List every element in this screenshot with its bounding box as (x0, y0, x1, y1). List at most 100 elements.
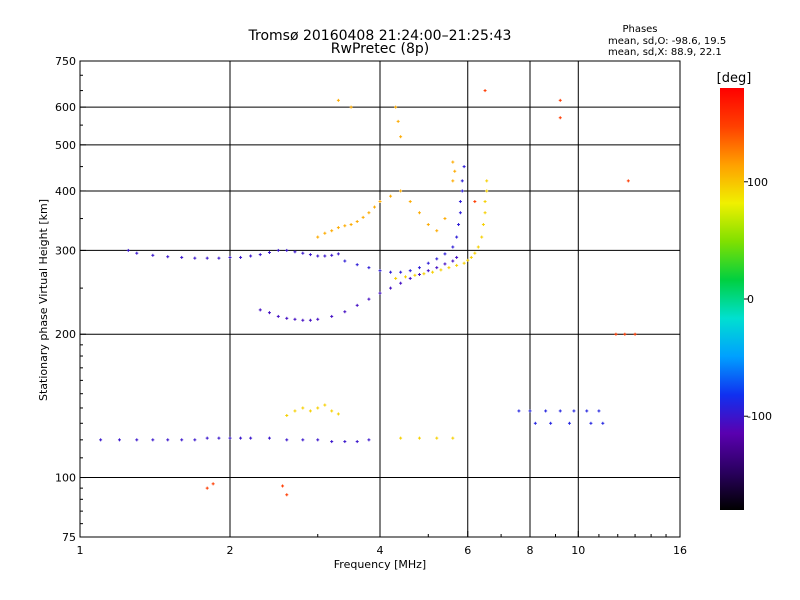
echo-point (408, 200, 412, 204)
echo-point (614, 332, 618, 336)
echo-point (483, 89, 487, 93)
echo-point (349, 105, 353, 109)
echo-point (408, 276, 412, 280)
echo-point (293, 250, 297, 254)
echo-point (460, 189, 464, 193)
echo-point (435, 266, 439, 270)
echo-point (451, 160, 455, 164)
colorbar-tick-label: -100 (747, 410, 772, 423)
echo-point (469, 255, 473, 259)
x-tick-label: 4 (377, 544, 384, 557)
echo-point (285, 316, 289, 320)
echo-point (316, 438, 320, 442)
echo-point (205, 436, 209, 440)
echo-point (455, 235, 459, 239)
x-tick-label: 8 (527, 544, 534, 557)
echo-point (399, 281, 403, 285)
y-axis-label: Stationary phase Virtual Height [km] (37, 199, 50, 401)
echo-point (626, 179, 630, 183)
echo-point (453, 169, 457, 173)
echo-point (451, 259, 455, 263)
echo-point (293, 409, 297, 413)
echo-point (99, 438, 103, 442)
echo-point (330, 229, 334, 233)
y-tick-label: 500 (55, 139, 76, 152)
echo-point (151, 253, 155, 257)
echo-point (389, 194, 393, 198)
echo-point (355, 220, 359, 224)
echo-point (293, 317, 297, 321)
echo-point (544, 409, 548, 413)
phases-o-stats: mean, sd,O: -98.6, 19.5 (608, 36, 726, 47)
echo-point (180, 255, 184, 259)
echo-point (117, 438, 121, 442)
y-tick-label: 100 (55, 472, 76, 485)
echo-point (399, 189, 403, 193)
y-tick-label: 750 (55, 55, 76, 68)
echo-point (408, 269, 412, 273)
echo-point (373, 205, 377, 209)
echo-point (205, 486, 209, 490)
echo-point (443, 252, 447, 256)
echo-point (267, 311, 271, 315)
echo-point (239, 255, 243, 259)
echo-point (572, 409, 576, 413)
colorbar-tick-label: 100 (747, 176, 768, 189)
echo-point (601, 421, 605, 425)
y-tick-label: 600 (55, 101, 76, 114)
echo-point (426, 223, 430, 227)
echo-point (413, 273, 417, 277)
echo-point (151, 438, 155, 442)
echo-point (135, 251, 139, 255)
echo-point (417, 211, 421, 215)
chart-subtitle: RwPretec (8p) (331, 41, 429, 57)
echo-point (473, 200, 477, 204)
echo-point (426, 261, 430, 265)
echo-point (285, 493, 289, 497)
echo-point (343, 224, 347, 228)
echo-point (435, 229, 439, 233)
echo-point (455, 255, 459, 259)
echo-point (435, 436, 439, 440)
echo-point (285, 248, 289, 252)
grid-lines (80, 61, 680, 537)
echo-point (483, 200, 487, 204)
echo-point (451, 179, 455, 183)
echo-point (476, 245, 480, 249)
echo-point (460, 179, 464, 183)
echo-point (217, 256, 221, 260)
echo-point (431, 270, 435, 274)
echo-point (323, 254, 327, 258)
echo-point (355, 303, 359, 307)
echo-point (267, 436, 271, 440)
echo-point (633, 332, 637, 336)
echo-point (589, 421, 593, 425)
echo-point (451, 436, 455, 440)
echo-point (316, 406, 320, 410)
echo-point (483, 211, 487, 215)
echo-point (330, 409, 334, 413)
echo-point (308, 409, 312, 413)
echo-point (301, 251, 305, 255)
echo-point (336, 226, 340, 230)
y-axis-ticks: 75 100 200 300 400 500 600 750 (55, 55, 86, 544)
echo-point (399, 270, 403, 274)
echo-point (485, 179, 489, 183)
echo-point (205, 256, 209, 260)
echo-point (473, 251, 477, 255)
echo-point (316, 254, 320, 258)
echo-point (394, 276, 398, 280)
echo-point (623, 332, 627, 336)
echo-point (166, 255, 170, 259)
echo-point (316, 317, 320, 321)
echo-point (343, 310, 347, 314)
echo-point (285, 438, 289, 442)
echo-point (193, 256, 197, 260)
x-axis-ticks: 1 2 4 6 8 10 16 (77, 531, 687, 557)
x-tick-label: 16 (673, 544, 687, 557)
phases-x-stats: mean, sd,X: 88.9, 22.1 (608, 47, 722, 58)
echo-point (455, 263, 459, 267)
echo-point (394, 105, 398, 109)
echo-point (361, 215, 365, 219)
